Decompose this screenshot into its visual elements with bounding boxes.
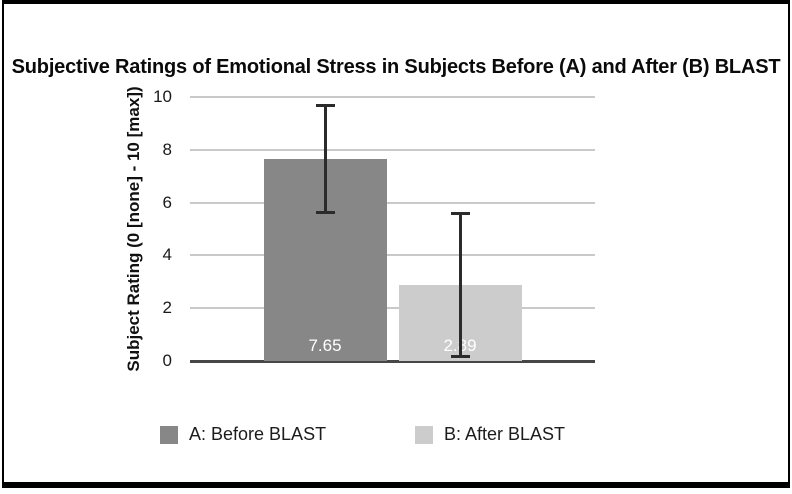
chart-title: Subjective Ratings of Emotional Stress i… [11, 56, 781, 78]
gridline-y-6 [190, 201, 595, 204]
error-bar-cap-top-b-after-blast [450, 212, 470, 216]
error-bar-line-a-before-blast [323, 104, 327, 214]
y-tick-label-6: 6 [162, 192, 172, 212]
gridline-y-8 [190, 148, 595, 151]
legend-swatch-a-before-blast [160, 425, 178, 444]
y-tick-label-10: 10 [153, 87, 172, 106]
legend-label-b-after-blast: B: After BLAST [444, 424, 566, 444]
y-tick-label-0: 0 [162, 351, 172, 370]
gridline-y-4 [190, 254, 595, 257]
error-bar-cap-top-a-before-blast [315, 103, 335, 107]
error-bar-cap-bottom-a-before-blast [315, 211, 335, 215]
y-tick-label-4: 4 [162, 245, 172, 265]
error-bar-line-b-after-blast [458, 213, 462, 358]
error-bar-cap-bottom-b-after-blast [450, 355, 470, 359]
y-tick-label-2: 2 [162, 298, 172, 318]
legend-label-a-before-blast: A: Before BLAST [189, 424, 327, 444]
legend-item-b-after-blast: B: After BLAST [415, 424, 565, 445]
bar-value-label-a-before-blast: 7.65 [308, 336, 342, 355]
x-axis-line [190, 360, 595, 363]
gridline-y-10 [190, 96, 595, 98]
gridline-y-2 [190, 307, 595, 310]
y-tick-label-8: 8 [162, 139, 172, 159]
legend-swatch-b-after-blast [415, 425, 433, 444]
legend-item-a-before-blast: A: Before BLAST [160, 424, 326, 445]
